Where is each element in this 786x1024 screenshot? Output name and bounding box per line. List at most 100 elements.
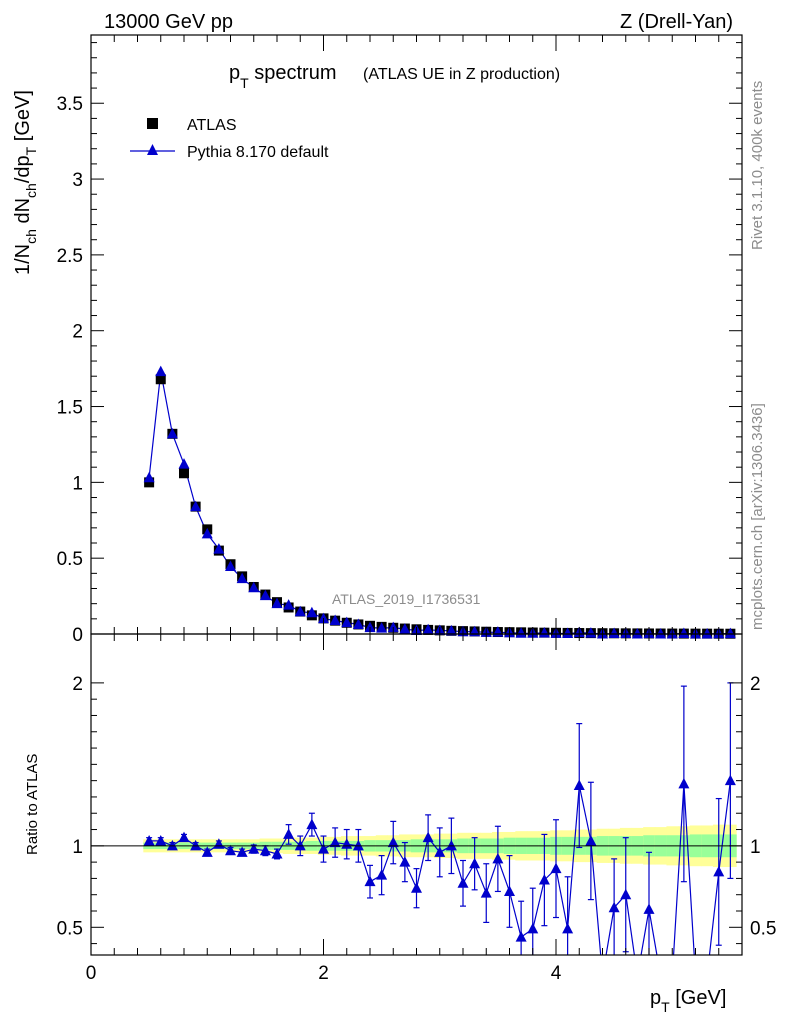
ratio-point <box>143 834 155 846</box>
ratio-point <box>480 887 492 898</box>
pythia-point <box>376 622 388 633</box>
ratio-ytick-label-right: 0.5 <box>750 918 776 939</box>
pythia-point <box>678 627 690 638</box>
mcplots-label: mcplots.cern.ch [arXiv:1306.3436] <box>749 403 766 630</box>
ratio-point <box>445 839 457 851</box>
main-axes: 0 0.5 1 1.5 2 2.5 3 3.5 <box>57 34 743 646</box>
ratio-point <box>597 970 608 981</box>
ratio-point <box>538 874 550 885</box>
ratio-point <box>457 877 469 888</box>
ylabel-p6: [GeV] <box>12 90 34 147</box>
energy-label: 13000 GeV pp <box>104 11 233 33</box>
ylabel-p2: dN <box>12 198 34 229</box>
ylabel-p0: 1/N <box>12 244 34 275</box>
ratio-point <box>667 970 678 981</box>
ylabel-p1: ch <box>23 229 39 244</box>
pythia-point <box>236 572 248 584</box>
atlas-point <box>155 374 166 385</box>
pythia-point <box>387 621 399 633</box>
atlas-point <box>179 468 189 479</box>
pythia-point <box>248 581 260 593</box>
main-ytick-label: 2 <box>72 322 83 343</box>
ratio-point <box>724 774 736 786</box>
pythia-point <box>294 605 306 617</box>
title-sub: T <box>240 75 249 91</box>
pythia-point <box>352 618 364 629</box>
ratio-point <box>702 970 713 981</box>
pythia-point <box>515 627 527 638</box>
main-ytick-label: 0 <box>72 625 83 646</box>
ratio-point <box>201 846 213 857</box>
process-label: Z (Drell-Yan) <box>620 11 733 33</box>
ratio-ytick-label-left: 0.5 <box>57 918 83 939</box>
pythia-point <box>166 427 178 439</box>
xlabel: pT [GeV] <box>650 987 726 1015</box>
pythia-point <box>538 626 550 638</box>
pythia-point <box>724 627 736 639</box>
ratio-point <box>527 922 539 934</box>
ratio-line <box>149 780 731 955</box>
legend-pythia-label: Pythia 8.170 default <box>187 144 329 161</box>
ratio-point <box>306 818 318 830</box>
legend-pythia-marker <box>147 144 158 155</box>
ratio-panel: 0.5 0.5 1 1 2 2 0 2 4 Ratio to ATLAS pT [GeV] <box>24 633 776 1015</box>
ylabel-p4: /dp <box>12 155 34 183</box>
main-ytick-label: 3 <box>72 170 83 191</box>
pythia-point <box>562 627 574 638</box>
ratio-point <box>364 875 376 887</box>
ratio-point <box>236 846 248 857</box>
pythia-point <box>364 621 376 633</box>
ratio-ytick-label-left: 2 <box>72 674 83 695</box>
ratio-point <box>632 970 643 981</box>
pythia-point <box>422 623 434 635</box>
pythia-point <box>445 624 457 636</box>
ratio-point <box>678 777 690 789</box>
main-ytick-label: 1 <box>72 473 83 494</box>
ratio-point <box>550 862 562 874</box>
legend-atlas-marker <box>147 118 158 129</box>
ratio-point <box>492 852 504 864</box>
ratio-point <box>655 970 666 981</box>
ratio-point <box>190 839 202 851</box>
pythia-point <box>631 628 643 639</box>
pythia-point <box>399 623 411 634</box>
ratio-point <box>515 931 527 942</box>
ratio-marks <box>143 682 736 981</box>
ratio-point <box>422 831 434 843</box>
ratio-point <box>294 839 306 851</box>
ratio-axes: 0.5 0.5 1 1 2 2 0 2 4 <box>57 633 776 984</box>
pythia-point <box>155 365 167 377</box>
ratio-point <box>166 839 178 851</box>
ratio-ytick-label-right: 1 <box>750 837 761 858</box>
ratio-point <box>690 970 701 981</box>
xlabel-sub: T <box>661 999 670 1015</box>
ratio-point <box>376 869 388 880</box>
xlabel-rest: [GeV] <box>670 987 727 1009</box>
xlabel-main: p <box>650 987 661 1009</box>
rivet-label: Rivet 3.1.10, 400k events <box>749 81 766 250</box>
ratio-point <box>259 844 271 856</box>
pythia-point <box>143 471 155 483</box>
ratio-point <box>318 843 329 854</box>
ratio-point <box>329 836 341 848</box>
main-ytick-label: 2.5 <box>57 246 83 267</box>
pythia-point <box>329 614 341 626</box>
ratio-point <box>434 846 446 857</box>
pythia-point <box>318 612 329 624</box>
ratio-point <box>271 847 283 859</box>
analysis-watermark: ATLAS_2019_I1736531 <box>332 591 481 607</box>
pythia-point <box>701 628 713 639</box>
ratio-point <box>283 828 295 839</box>
atlas-point <box>144 477 155 488</box>
main-panel: 0 0.5 1 1.5 2 2.5 3 3.5 ATLAS_2019_I1736531 pT … <box>12 34 743 646</box>
ratio-xtick-label: 0 <box>86 963 97 984</box>
ratio-point <box>411 882 422 893</box>
ratio-point <box>399 856 411 867</box>
pythia-point <box>585 627 597 638</box>
pythia-point <box>190 500 202 512</box>
ratio-point <box>469 857 481 869</box>
plot-title: pT spectrum <box>229 62 337 91</box>
pythia-point <box>271 597 283 609</box>
ratio-point <box>387 836 399 848</box>
